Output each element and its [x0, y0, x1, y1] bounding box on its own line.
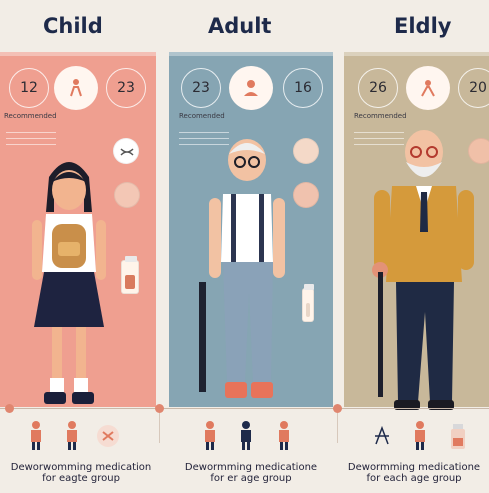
person-icon	[279, 421, 289, 450]
caption-line: Dewormming medicatione	[184, 462, 318, 473]
heading-adult: Adult	[208, 14, 272, 38]
panel-stripe	[344, 52, 489, 56]
caption-child: Deworwomming medication for eagte group	[6, 462, 156, 484]
timeline-divider	[337, 413, 338, 443]
heading-elderly: Eldly	[394, 14, 452, 38]
age-number-right: 23	[106, 68, 146, 108]
heading-child: Child	[43, 14, 103, 38]
note-lines	[354, 132, 404, 150]
timeline-divider	[159, 413, 160, 443]
medicine-bottle-icon	[121, 256, 139, 294]
panel-child: 12 23 Recommended	[0, 52, 156, 407]
caption-line: Deworwomming medication	[10, 462, 152, 473]
age-number-right: 20	[458, 68, 489, 108]
panel-stripe	[0, 52, 156, 56]
person-icon	[67, 421, 77, 450]
medicine-bottle-icon	[302, 284, 314, 322]
caption-elderly: Dewormming medicatione for each age grou…	[340, 462, 488, 484]
age-number-right: 16	[283, 68, 323, 108]
pill-icon	[468, 138, 489, 164]
recommended-note: Recomended	[179, 112, 225, 120]
pill-icon	[113, 138, 139, 164]
note-lines	[6, 132, 56, 150]
caption-line: for er age group	[210, 473, 292, 484]
person-icon	[31, 421, 41, 450]
elderly-figure	[372, 130, 474, 410]
pill-icon	[97, 425, 119, 447]
panel-elderly: 26 20 Recommended	[344, 52, 489, 410]
panel-stripe	[169, 52, 333, 56]
age-number-left: 23	[181, 68, 221, 108]
person-icon	[54, 66, 98, 110]
age-number-left: 26	[358, 68, 398, 108]
recommended-note: Recommended	[4, 112, 57, 120]
timeline-dot	[155, 404, 164, 413]
timeline-dot	[333, 404, 342, 413]
pill-icon	[114, 182, 140, 208]
adult-figure	[199, 139, 285, 398]
note-lines	[179, 132, 229, 150]
age-number-left: 12	[9, 68, 49, 108]
medicine-bottle-icon	[451, 424, 465, 449]
timeline	[0, 408, 489, 409]
caption-line: Dewormming medicatione	[347, 462, 481, 473]
recommended-note: Recommended	[354, 112, 407, 120]
pill-icon	[293, 182, 319, 208]
person-icon	[241, 421, 251, 450]
person-icon	[406, 66, 450, 110]
child-figure	[32, 162, 106, 404]
pill-icon	[375, 425, 389, 445]
person-icon	[415, 421, 425, 450]
caption-line: for eagte group	[42, 473, 120, 484]
pill-icon	[293, 138, 319, 164]
timeline-dot	[5, 404, 14, 413]
caption-adult: Dewormming medicatione for er age group	[176, 462, 326, 484]
caption-line: for each age group	[366, 473, 462, 484]
panel-adult: 23 16 Recomended	[169, 52, 333, 407]
person-icon	[229, 66, 273, 110]
person-icon	[205, 421, 215, 450]
